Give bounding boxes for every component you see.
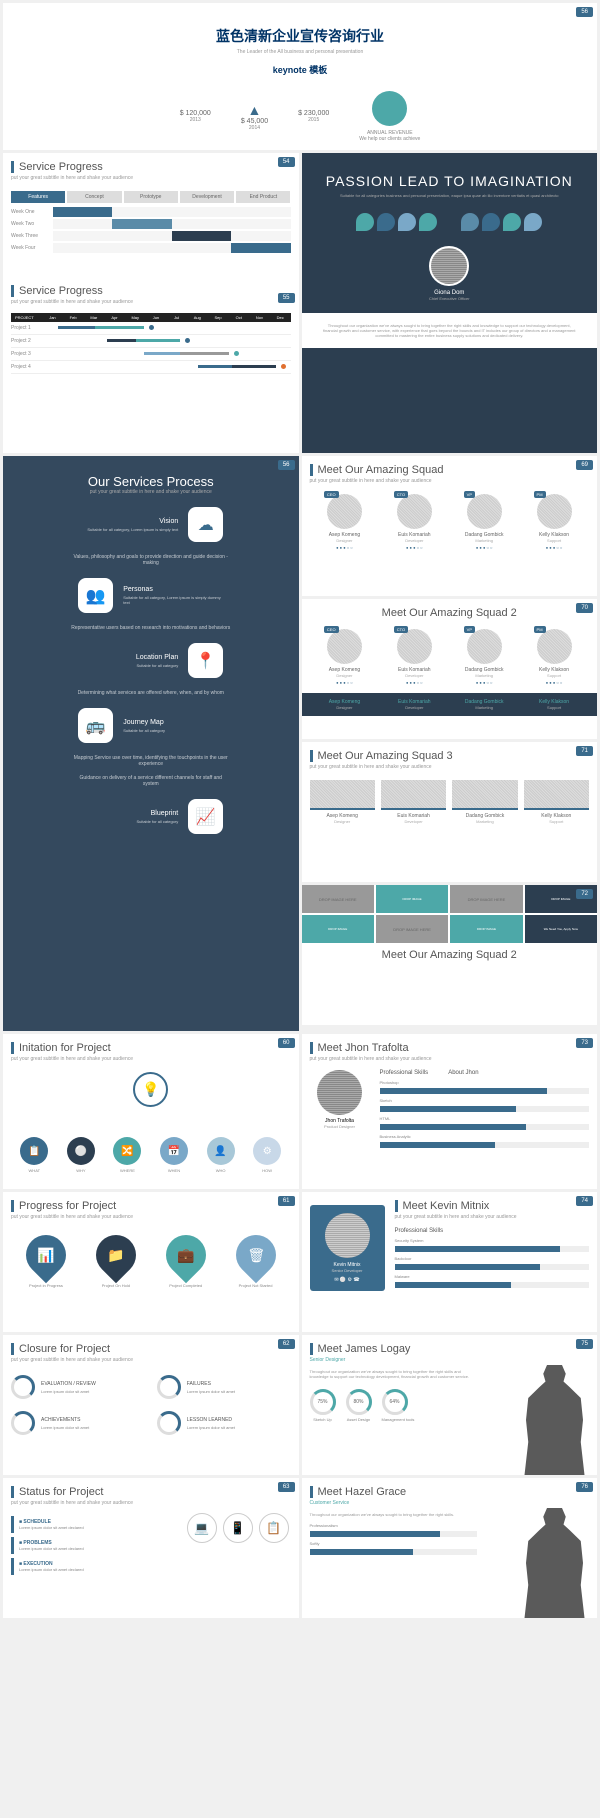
slide-subtitle: put your great subtitle in here and shak… <box>310 764 590 770</box>
slide-title: Service Progress <box>11 161 291 173</box>
slide-subtitle: put your great subtitle in here and shak… <box>310 478 590 484</box>
page-num: 75 <box>576 1339 593 1349</box>
page-num: 71 <box>576 746 593 756</box>
slide-title: Meet James Logay <box>310 1343 590 1355</box>
page-num: 63 <box>278 1482 295 1492</box>
ceo-quote: Throughout our organization we've always… <box>302 313 598 348</box>
slide-title: Meet Hazel Grace <box>310 1486 590 1498</box>
slide-subtitle: put your great subtitle in here and shak… <box>11 1214 291 1220</box>
slide-hazel: 76 Meet Hazel Grace Customer Service Thr… <box>302 1478 598 1618</box>
slide-title: Initation for Project <box>11 1042 291 1054</box>
page-num: 72 <box>576 889 593 899</box>
profile-left: Jhon Trafolta Product Designer <box>310 1070 370 1151</box>
slide-squad-1: 69 Meet Our Amazing Squad put your great… <box>302 456 598 596</box>
timeline-chart: PROJECTJanFebMarAprMayJunJulAugSepOctNov… <box>11 313 291 374</box>
james-desc: Throughout our organization we've always… <box>310 1369 478 1379</box>
passion-sub: Suitable for all categories business and… <box>310 193 590 198</box>
page-num: 60 <box>278 1038 295 1048</box>
profile-skills: Professional SkillsAbout Jhon PhotoshopS… <box>380 1070 590 1151</box>
page-num: 73 <box>576 1038 593 1048</box>
slide-subtitle: Customer Service <box>310 1500 590 1506</box>
slide-subtitle: Senior Designer <box>310 1357 590 1363</box>
profile-role: Product Designer <box>310 1124 370 1129</box>
slide-subtitle: put your great subtitle in here and shak… <box>11 299 291 305</box>
slide-subtitle: put your great subtitle in here and shak… <box>11 1500 291 1506</box>
person-silhouette <box>517 1365 592 1475</box>
slide-status: 63 Status for Project put your great sub… <box>3 1478 299 1618</box>
slide-title: Meet Our Amazing Squad 2 <box>310 949 590 961</box>
init-main-icon: 💡 <box>133 1072 168 1107</box>
slide-squad-mosaic: 72 DROP IMAGE HEREDROP IMAGEDROP IMAGE H… <box>302 885 598 1025</box>
gantt-chart: FeaturesConceptPrototypeDevelopmentEnd P… <box>11 191 291 253</box>
slide-subtitle: put your great subtitle in here and shak… <box>11 1056 291 1062</box>
slide-subtitle: put your great subtitle in here and shak… <box>11 175 291 181</box>
slide-subtitle: put your great subtitle in here and shak… <box>310 1056 590 1062</box>
page-num: 55 <box>278 293 295 303</box>
stat-1: ▲$ 45,0002014 <box>241 102 268 131</box>
page-num: 74 <box>576 1196 593 1206</box>
passion-title: PASSION LEAD TO IMAGINATION <box>310 173 590 189</box>
slide-title: Status for Project <box>11 1486 291 1498</box>
avatar-icon <box>372 91 407 126</box>
page-num: 54 <box>278 157 295 167</box>
slide-process: 56 Our Services Process put your great s… <box>3 456 299 1031</box>
slide-service-progress-1: 54 Service Progress put your great subti… <box>3 153 299 453</box>
hero-tag: keynote 模板 <box>11 63 589 76</box>
slide-james: 75 Meet James Logay Senior Designer Thro… <box>302 1335 598 1475</box>
ceo-role: Chief Executive Officer <box>310 296 590 301</box>
slide-subtitle: put your great subtitle in here and shak… <box>11 1357 291 1363</box>
kevin-card: Kevin Mitnix Senior Developer ✉ ⚪ ⚙ ☎ <box>310 1205 385 1291</box>
page-num: 69 <box>576 460 593 470</box>
slide-passion: PASSION LEAD TO IMAGINATION Suitable for… <box>302 153 598 453</box>
slide-title: Meet Our Amazing Squad <box>310 464 590 476</box>
page-num: 70 <box>576 603 593 613</box>
hero-title: 蓝色清新企业宣传咨询行业 <box>11 26 589 46</box>
hero-sub: The Leader of the All business and perso… <box>11 49 589 55</box>
squad-column: 69 Meet Our Amazing Squad put your great… <box>302 456 598 1031</box>
slide-squad-3: 71 Meet Our Amazing Squad 3 put your gre… <box>302 742 598 882</box>
kevin-role: Senior Developer <box>318 1268 377 1273</box>
slide-title: Closure for Project <box>11 1343 291 1355</box>
slide-title: Meet Our Amazing Squad 2 <box>310 607 590 619</box>
page-num: 61 <box>278 1196 295 1206</box>
slide-initiation: 60 Initation for Project put your great … <box>3 1034 299 1189</box>
slide-squad-2: 70 Meet Our Amazing Squad 2 CEOAsep Kome… <box>302 599 598 739</box>
slide-title: Meet Our Amazing Squad 3 <box>310 750 590 762</box>
process-title: Our Services Process <box>11 474 291 489</box>
slide-title: Progress for Project <box>11 1200 291 1212</box>
slide-kevin: 74 Kevin Mitnix Senior Developer ✉ ⚪ ⚙ ☎… <box>302 1192 598 1332</box>
person-silhouette <box>517 1508 592 1618</box>
slide-closure: 62 Closure for Project put your great su… <box>3 1335 299 1475</box>
stat-0: $ 120,0002013 <box>180 110 211 123</box>
slide-progress: 61 Progress for Project put your great s… <box>3 1192 299 1332</box>
hero-slide: 56 蓝色清新企业宣传咨询行业 The Leader of the All bu… <box>3 3 597 150</box>
slide-title: Service Progress <box>11 285 291 297</box>
leaf-decoration <box>310 213 590 231</box>
kevin-avatar <box>325 1213 370 1258</box>
stats-row: $ 120,0002013 ▲$ 45,0002014 $ 230,000201… <box>11 91 589 142</box>
ceo-avatar <box>429 246 469 286</box>
slide-title: Meet Jhon Trafolta <box>310 1042 590 1054</box>
hazel-desc: Throughout our organization we've always… <box>310 1512 478 1517</box>
revenue-block: ANNUAL REVENUEWe help our clients achiev… <box>359 91 420 142</box>
page-num: 56 <box>576 7 593 17</box>
slide-jhon: 73 Meet Jhon Trafolta put your great sub… <box>302 1034 598 1189</box>
process-sub: put your great subtitle in here and shak… <box>11 489 291 495</box>
page-num: 62 <box>278 1339 295 1349</box>
slide-subtitle: put your great subtitle in here and shak… <box>395 1214 590 1220</box>
slide-title: Meet Kevin Mitnix <box>395 1200 590 1212</box>
stat-2: $ 230,0002015 <box>298 110 329 123</box>
page-num: 76 <box>576 1482 593 1492</box>
profile-avatar <box>317 1070 362 1115</box>
page-num: 56 <box>278 460 295 470</box>
